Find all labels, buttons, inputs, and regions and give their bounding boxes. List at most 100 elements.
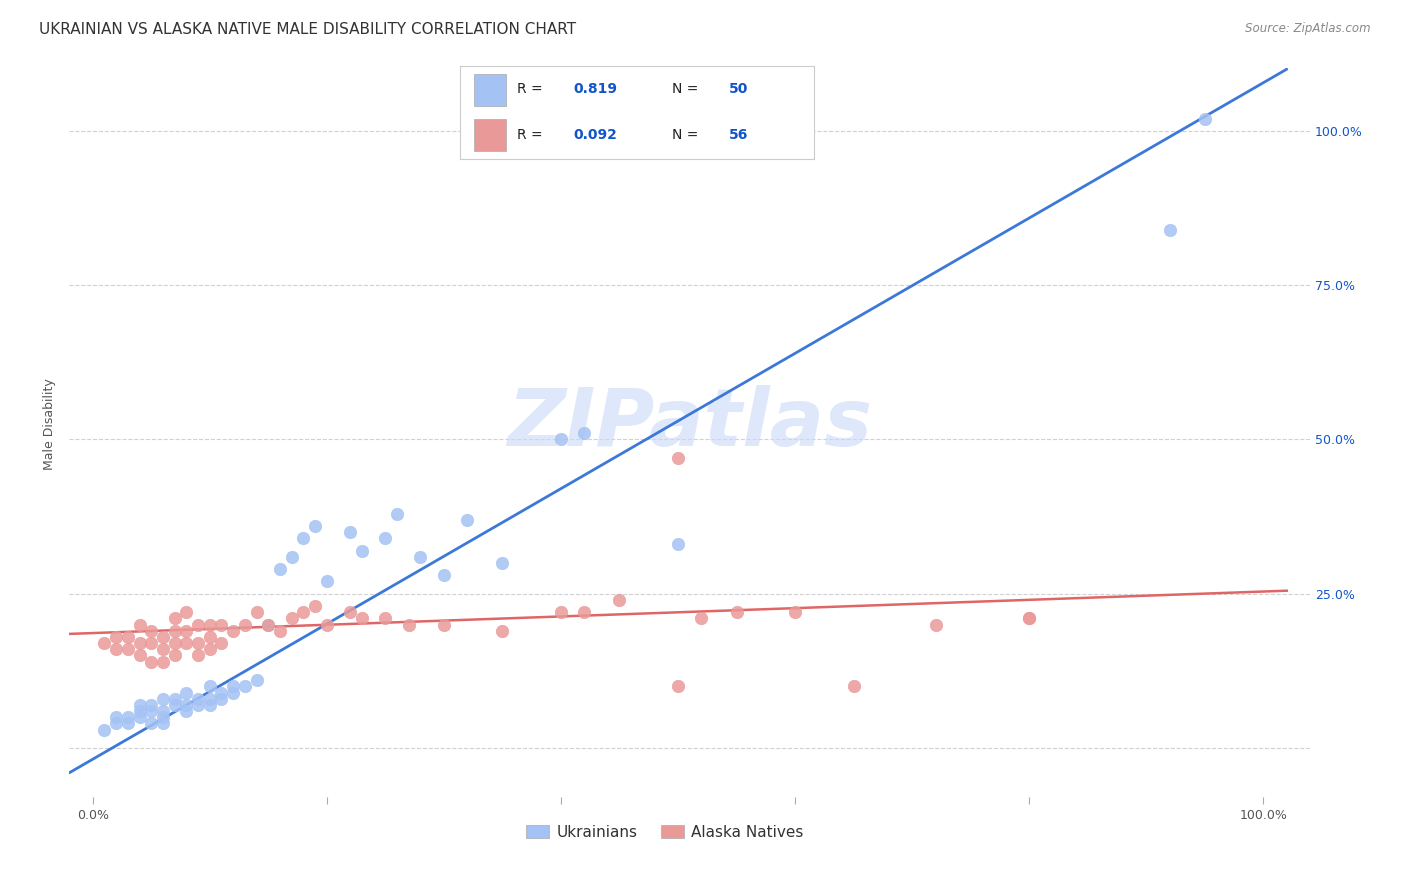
Point — [574, 426, 596, 441]
Point — [152, 691, 174, 706]
Point — [374, 611, 396, 625]
Point — [152, 642, 174, 657]
Point — [141, 704, 163, 718]
Point — [292, 605, 315, 619]
Point — [491, 556, 513, 570]
Point — [339, 605, 361, 619]
Point — [152, 716, 174, 731]
Point — [163, 648, 186, 663]
Point — [198, 698, 221, 712]
Point — [315, 617, 337, 632]
Point — [842, 679, 865, 693]
Point — [128, 617, 150, 632]
Point — [233, 679, 256, 693]
Point — [105, 716, 128, 731]
Point — [105, 630, 128, 644]
Point — [211, 691, 233, 706]
Point — [187, 648, 209, 663]
Point — [269, 624, 291, 638]
Point — [550, 605, 572, 619]
Point — [163, 636, 186, 650]
Text: UKRAINIAN VS ALASKA NATIVE MALE DISABILITY CORRELATION CHART: UKRAINIAN VS ALASKA NATIVE MALE DISABILI… — [39, 22, 576, 37]
Point — [491, 624, 513, 638]
Point — [176, 605, 198, 619]
Point — [1018, 611, 1040, 625]
Point — [550, 433, 572, 447]
Point — [456, 513, 478, 527]
Y-axis label: Male Disability: Male Disability — [44, 378, 56, 470]
Point — [1194, 112, 1216, 126]
Point — [128, 710, 150, 724]
Point — [385, 507, 408, 521]
Point — [163, 624, 186, 638]
Point — [666, 679, 689, 693]
Point — [433, 568, 456, 582]
Point — [187, 617, 209, 632]
Point — [409, 549, 432, 564]
Point — [152, 655, 174, 669]
Point — [141, 698, 163, 712]
Point — [176, 636, 198, 650]
Point — [152, 710, 174, 724]
Point — [117, 710, 139, 724]
Point — [339, 524, 361, 539]
Point — [257, 617, 280, 632]
Point — [198, 642, 221, 657]
Point — [128, 648, 150, 663]
Point — [105, 710, 128, 724]
Point — [222, 685, 245, 699]
Point — [725, 605, 748, 619]
Point — [198, 617, 221, 632]
Point — [152, 704, 174, 718]
Point — [187, 636, 209, 650]
Point — [211, 636, 233, 650]
Point — [128, 636, 150, 650]
Point — [163, 691, 186, 706]
Point — [198, 679, 221, 693]
Legend: Ukrainians, Alaska Natives: Ukrainians, Alaska Natives — [520, 819, 810, 846]
Point — [176, 685, 198, 699]
Point — [198, 630, 221, 644]
Point — [666, 537, 689, 551]
Point — [198, 691, 221, 706]
Point — [374, 531, 396, 545]
Point — [609, 593, 631, 607]
Point — [350, 543, 373, 558]
Point — [176, 698, 198, 712]
Point — [93, 636, 115, 650]
Point — [398, 617, 420, 632]
Point — [233, 617, 256, 632]
Point — [246, 605, 269, 619]
Point — [292, 531, 315, 545]
Point — [187, 691, 209, 706]
Point — [128, 698, 150, 712]
Point — [304, 599, 326, 614]
Point — [222, 624, 245, 638]
Point — [1159, 222, 1181, 236]
Point — [350, 611, 373, 625]
Point — [304, 519, 326, 533]
Point — [176, 624, 198, 638]
Point — [222, 679, 245, 693]
Point — [128, 704, 150, 718]
Point — [141, 716, 163, 731]
Point — [141, 624, 163, 638]
Point — [315, 574, 337, 589]
Point — [211, 617, 233, 632]
Point — [690, 611, 713, 625]
Point — [211, 685, 233, 699]
Point — [163, 698, 186, 712]
Point — [666, 450, 689, 465]
Point — [117, 630, 139, 644]
Point — [246, 673, 269, 688]
Point — [187, 698, 209, 712]
Point — [433, 617, 456, 632]
Point — [257, 617, 280, 632]
Point — [269, 562, 291, 576]
Text: ZIPatlas: ZIPatlas — [508, 385, 872, 463]
Point — [280, 611, 302, 625]
Point — [152, 630, 174, 644]
Text: Source: ZipAtlas.com: Source: ZipAtlas.com — [1246, 22, 1371, 36]
Point — [163, 611, 186, 625]
Point — [141, 655, 163, 669]
